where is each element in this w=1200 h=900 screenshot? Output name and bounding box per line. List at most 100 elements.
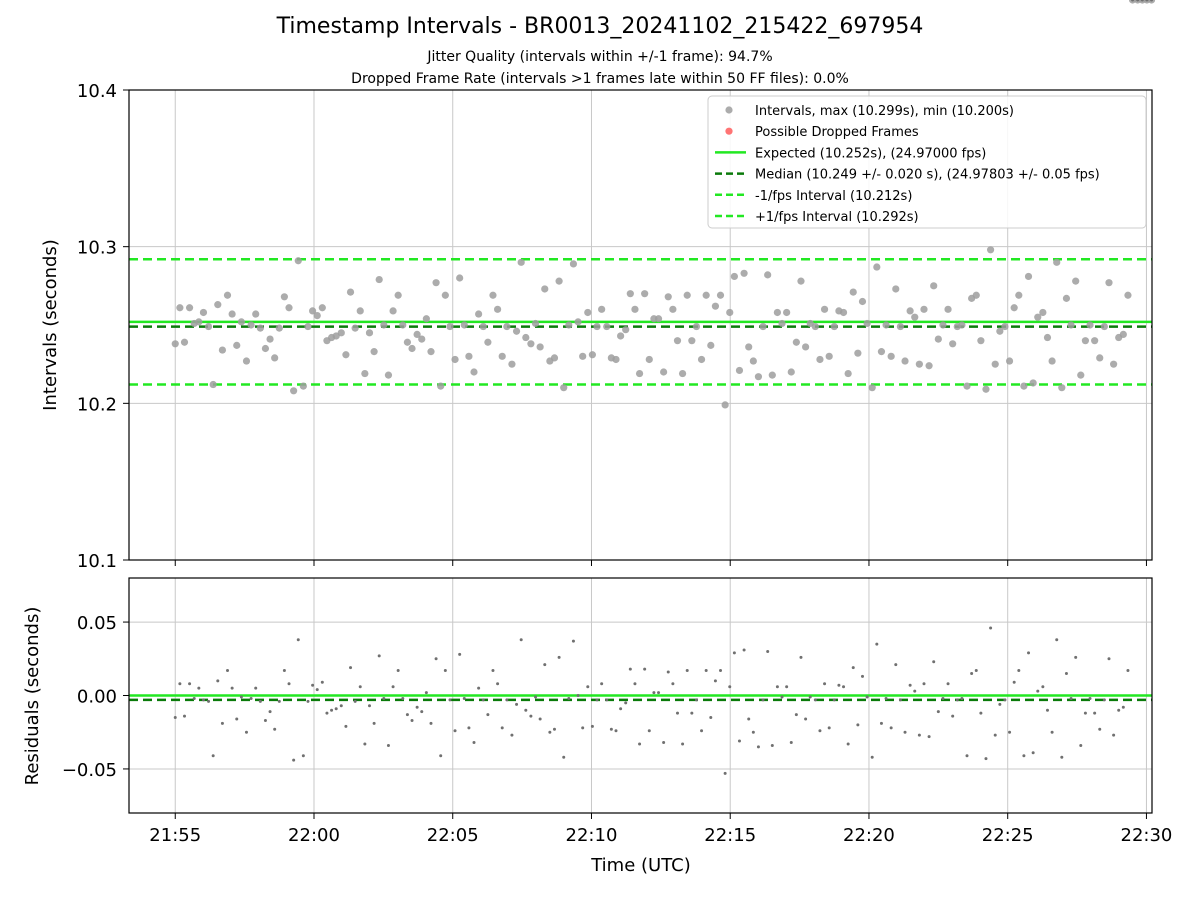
residual-point [775,685,779,689]
interval-point [664,293,672,301]
residual-point [258,699,262,703]
residual-point [273,727,277,731]
interval-point [612,355,620,364]
residual-point [633,682,637,686]
residual-point [301,754,305,758]
residual-point [235,717,239,721]
residual-point [1041,685,1045,689]
residual-point [609,727,613,731]
residual-point [197,686,201,690]
residual-point [306,699,310,703]
interval-point [361,369,369,378]
residual-point [723,771,727,775]
interval-point [204,322,213,331]
bottom-y-tick-label: −0.05 [62,760,117,781]
interval-point [963,382,971,390]
residual-point [813,698,817,702]
interval-point [290,387,298,395]
residual-point [808,695,812,699]
interval-point [854,349,862,357]
x-tick-label: 22:25 [982,825,1034,846]
interval-point [915,360,923,368]
residual-point [448,698,452,702]
residual-point [282,669,286,673]
interval-point [422,315,430,323]
legend: Intervals, max (10.299s), min (10.200s) P… [707,95,1147,229]
x-tick-label: 22:30 [1121,825,1173,846]
residual-point [188,682,192,686]
residual-point [405,713,409,717]
legend-marker [725,127,733,135]
interval-point [261,344,270,353]
residual-point [865,695,869,699]
residual-point [401,696,405,700]
interval-point [844,369,852,378]
bottom-y-axis: −0.05 0.00 0.05 [62,613,129,781]
residual-point [600,682,604,686]
interval-point [427,348,435,356]
x-tick-label: 22:20 [843,825,895,846]
residual-point [652,691,656,695]
top-reference-lines [129,257,1152,386]
interval-point [797,277,805,285]
interval-point [280,293,288,301]
interval-point [294,257,302,265]
residual-point [524,708,528,712]
interval-point [635,369,644,378]
top-interval-points [171,0,1156,409]
interval-point [223,291,232,299]
residual-point [989,626,993,630]
residual-point [856,723,860,727]
interval-point [702,291,710,299]
legend-label: Median (10.249 +/- 0.020 s), (24.97803 +… [755,168,1100,183]
residual-point [1045,708,1049,712]
residual-point [472,741,476,744]
residual-point [263,718,267,722]
legend-marker [725,106,733,114]
residual-point [453,729,457,733]
interval-point [787,368,795,376]
residual-point [908,683,912,687]
legend-label: -1/fps Interval (10.212s) [755,189,912,204]
residual-point [742,648,746,652]
residual-point [846,742,850,746]
residual-point [325,711,329,715]
interval-point [384,371,393,379]
interval-point [560,384,568,392]
residual-point [386,743,390,747]
jitter-quality-subtitle: Jitter Quality (intervals within +/-1 fr… [427,49,773,65]
residual-point [974,669,978,673]
interval-point [863,319,871,328]
residual-point [315,688,319,692]
residual-point [671,682,675,686]
interval-point [901,357,909,365]
residual-point [657,691,661,695]
interval-point [802,343,810,351]
interval-point [503,322,511,331]
interval-point [1043,333,1052,342]
bottom-residual-points [173,0,1154,775]
residual-point [1003,698,1007,702]
interval-point [1024,272,1033,281]
interval-point [683,291,691,299]
residual-point [287,682,291,686]
interval-point [1086,321,1094,329]
residual-point [477,686,481,690]
residual-point [1069,696,1073,700]
interval-point [1072,277,1080,285]
residual-point [439,754,443,758]
interval-point [479,322,487,331]
interval-point [536,343,544,351]
residual-point [770,743,774,747]
interval-point [982,385,990,393]
interval-point [508,360,516,368]
residual-point [548,730,552,734]
residual-point [922,682,926,686]
interval-point [934,335,942,343]
residual-point [311,683,315,687]
residual-point [894,663,898,667]
interval-point [441,291,449,299]
interval-point [1100,322,1108,331]
interval-point [678,369,687,378]
residual-point [567,696,571,700]
